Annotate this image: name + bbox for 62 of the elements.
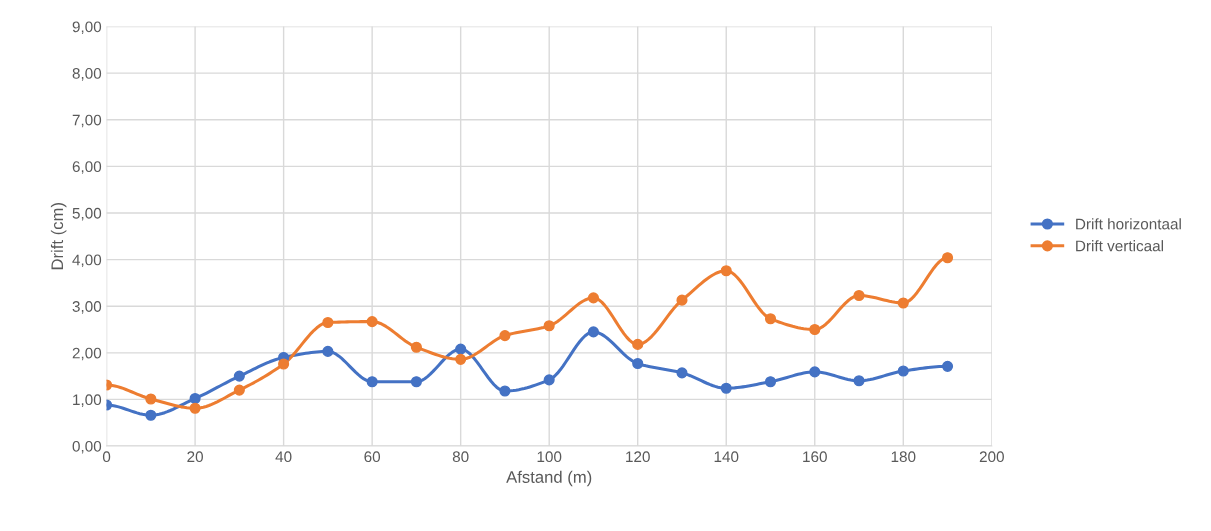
point <box>676 294 688 306</box>
point <box>410 341 422 353</box>
x-tick-label: 180 <box>891 451 916 463</box>
point <box>499 330 511 342</box>
point <box>543 320 555 332</box>
y-tick-label: 5,00 <box>72 207 102 221</box>
x-axis-title: Afstand (m) <box>506 470 592 487</box>
point <box>410 376 422 388</box>
y-tick-label: 7,00 <box>72 114 102 128</box>
point <box>455 353 467 365</box>
point <box>189 392 201 405</box>
legend-label: Drift horizontaal <box>1076 218 1181 230</box>
x-tick-label: 100 <box>537 451 562 463</box>
y-tick-label: 1,00 <box>73 394 102 407</box>
point <box>322 316 334 329</box>
point <box>720 265 732 277</box>
y-tick-label: 0,00 <box>72 440 102 454</box>
x-tick-label: 20 <box>187 451 203 463</box>
point <box>897 365 909 377</box>
y-tick-label: 9,00 <box>72 21 102 35</box>
point <box>897 297 909 309</box>
point <box>587 292 600 304</box>
point <box>853 289 865 302</box>
point <box>941 360 954 372</box>
point <box>632 338 644 350</box>
x-tick-label: 200 <box>979 451 1004 463</box>
point <box>322 345 334 357</box>
point <box>455 343 467 355</box>
point <box>145 393 157 405</box>
legend-label: Drift verticaal <box>1076 240 1164 252</box>
point <box>543 374 555 386</box>
point <box>233 370 245 382</box>
point <box>764 313 777 325</box>
point <box>233 384 245 396</box>
x-tick-label: 60 <box>364 451 381 463</box>
y-tick-label: 8,00 <box>72 68 102 81</box>
point <box>366 376 378 388</box>
x-tick-label: 140 <box>714 451 739 463</box>
x-tick-label: 80 <box>452 451 469 463</box>
point <box>145 409 157 421</box>
point <box>941 252 954 264</box>
y-tick-label: 4,00 <box>72 254 102 268</box>
x-tick-label: 0 <box>102 451 111 463</box>
point <box>676 367 688 379</box>
point <box>632 357 644 370</box>
point <box>587 326 600 338</box>
x-tick-label: 120 <box>626 451 650 463</box>
y-tick-label: 2,00 <box>72 347 102 361</box>
y-tick-label: 3,00 <box>72 301 102 314</box>
point <box>720 382 732 394</box>
point <box>278 358 290 370</box>
y-tick-label: 6,00 <box>72 161 102 174</box>
point <box>853 375 865 387</box>
point <box>189 402 201 414</box>
x-tick-label: 40 <box>275 451 292 463</box>
point <box>809 323 821 336</box>
x-tick-label: 160 <box>803 451 827 463</box>
point <box>764 376 777 388</box>
point <box>809 366 821 378</box>
point <box>499 385 511 397</box>
point <box>366 316 378 328</box>
y-axis-title: Drift (cm) <box>50 203 67 270</box>
